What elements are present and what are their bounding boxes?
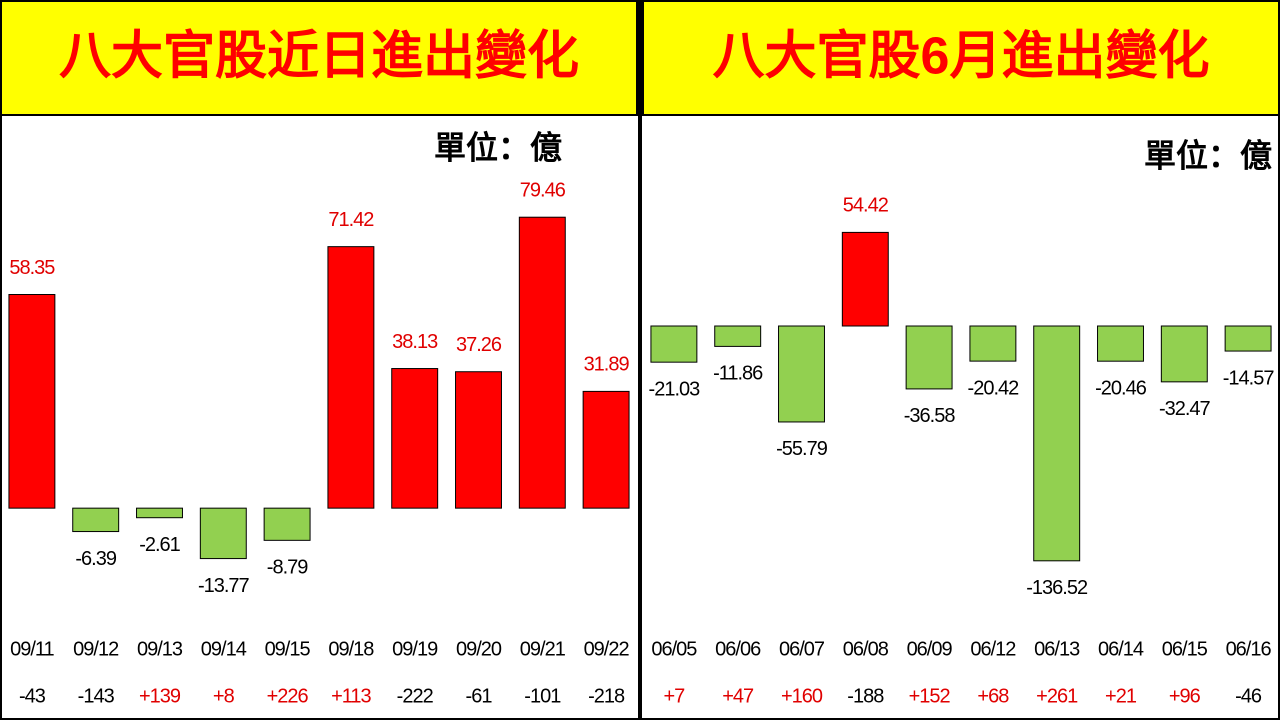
bar [1097, 325, 1144, 362]
x-tick-label: 09/13 [137, 638, 183, 660]
index-change-label: -218 [588, 685, 625, 707]
value-label: 79.46 [520, 179, 566, 201]
x-tick-label: 09/15 [265, 638, 311, 660]
value-label: 58.35 [9, 257, 55, 279]
value-label: -8.79 [267, 557, 308, 579]
x-tick-label: 09/14 [201, 638, 247, 660]
bar [199, 507, 247, 560]
value-label: -55.79 [776, 438, 828, 460]
bar [1033, 325, 1081, 562]
value-label: -20.46 [1095, 377, 1147, 399]
value-label: 31.89 [584, 354, 630, 376]
index-change-label: -222 [397, 685, 434, 707]
value-label: -36.58 [904, 405, 956, 427]
bar [8, 294, 56, 509]
value-label: -6.39 [75, 548, 116, 570]
x-tick-label: 06/15 [1162, 638, 1208, 660]
x-tick-label: 06/06 [715, 638, 761, 660]
index-change-label: +47 [722, 685, 754, 707]
index-change-label: -101 [524, 685, 561, 707]
x-tick-label: 06/14 [1098, 638, 1144, 660]
bar [778, 325, 825, 423]
index-change-label: -61 [466, 685, 493, 707]
index-change-label: -46 [1235, 685, 1262, 707]
x-tick-label: 09/11 [10, 638, 54, 660]
x-tick-label: 09/22 [584, 638, 630, 660]
bar [455, 371, 502, 509]
x-tick-label: 09/12 [73, 638, 119, 660]
x-tick-label: 09/21 [520, 638, 566, 660]
index-change-label: +261 [1036, 685, 1078, 707]
value-label: -20.42 [968, 377, 1020, 399]
index-change-label: +21 [1105, 685, 1137, 707]
value-label: 37.26 [456, 334, 502, 356]
unit-label: 單位：億 [434, 129, 562, 165]
panel-divider [638, 0, 642, 720]
value-label: 71.42 [328, 209, 374, 231]
value-label: -14.57 [1223, 367, 1275, 389]
bar [905, 325, 953, 390]
unit-label: 單位：億 [1144, 137, 1272, 173]
chart-title: 八大官股近日進出變化 [59, 28, 579, 86]
bar [327, 246, 375, 509]
value-label: -2.61 [139, 534, 180, 556]
index-change-label: +8 [213, 685, 235, 707]
value-label: -11.86 [713, 363, 763, 385]
index-change-label: -43 [19, 685, 46, 707]
bar [1160, 325, 1208, 383]
bar [582, 390, 630, 509]
value-label: -13.77 [198, 575, 250, 597]
x-tick-label: 06/13 [1034, 638, 1080, 660]
index-change-label: +7 [663, 685, 685, 707]
bar [650, 325, 698, 363]
value-label: 38.13 [392, 331, 438, 353]
value-label: 54.42 [843, 195, 889, 217]
index-change-label: +113 [331, 685, 371, 707]
x-tick-label: 06/05 [651, 638, 697, 660]
value-label: -136.52 [1026, 577, 1088, 599]
bar [518, 216, 566, 509]
value-label: -32.47 [1159, 398, 1211, 420]
index-change-label: +226 [267, 685, 309, 707]
index-change-label: -143 [78, 685, 115, 707]
index-change-label: +152 [909, 685, 951, 707]
x-tick-label: 06/16 [1226, 638, 1272, 660]
title-banner [0, 0, 638, 116]
bar [841, 231, 889, 327]
x-tick-label: 06/12 [970, 638, 1016, 660]
bar [969, 325, 1017, 362]
index-change-label: -188 [847, 685, 884, 707]
bar [714, 325, 762, 347]
x-tick-label: 06/07 [779, 638, 825, 660]
bar [1224, 325, 1272, 352]
bar [391, 368, 439, 509]
bar [136, 507, 183, 519]
index-change-label: +160 [781, 685, 823, 707]
bar [263, 507, 311, 541]
index-change-label: +96 [1169, 685, 1201, 707]
value-label: -21.03 [649, 378, 701, 400]
x-tick-label: 09/18 [328, 638, 374, 660]
x-tick-label: 06/08 [843, 638, 889, 660]
chart-title: 八大官股6月進出變化 [713, 28, 1210, 86]
x-tick-label: 09/19 [392, 638, 438, 660]
bar [72, 507, 120, 533]
x-tick-label: 06/09 [907, 638, 953, 660]
x-tick-label: 09/20 [456, 638, 502, 660]
index-change-label: +68 [977, 685, 1009, 707]
index-change-label: +139 [139, 685, 181, 707]
